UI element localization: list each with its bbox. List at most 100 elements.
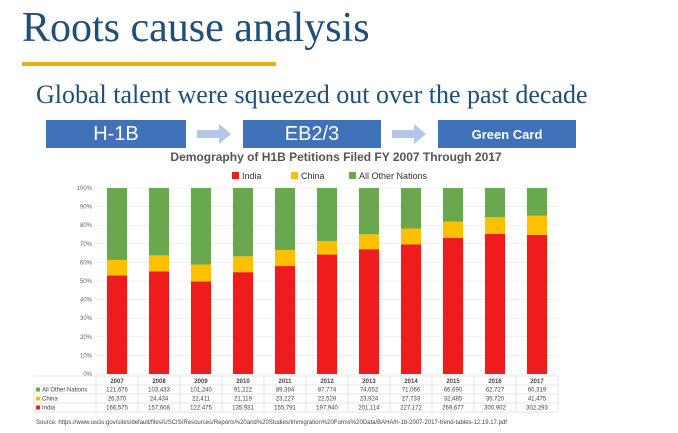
- bar-segment: [232, 188, 254, 257]
- bar-segment: [484, 233, 506, 374]
- bar-segment: [106, 275, 128, 374]
- bar-segment: [106, 188, 128, 260]
- y-tick-label: 0%: [83, 372, 92, 378]
- table-cell-value: 89,394: [276, 388, 295, 394]
- table-cell-value: 302,293: [526, 406, 548, 412]
- table-cell-value: 122,475: [190, 406, 212, 412]
- table-cell-value: 22,411: [192, 397, 211, 403]
- table-legend-swatch: [36, 387, 40, 392]
- table-cell-value: 27,733: [402, 397, 421, 403]
- right-arrow-icon: [197, 124, 231, 144]
- x-category-label: 2015: [446, 379, 460, 385]
- flow-box-h1b: H-1B: [46, 120, 186, 148]
- slide-title: Roots cause analysis: [22, 5, 370, 51]
- table-cell-value: 22,528: [318, 397, 337, 403]
- y-tick-label: 30%: [80, 316, 93, 322]
- bar-segment: [358, 234, 380, 250]
- table-cell-value: 166,575: [106, 406, 128, 412]
- bar-segment: [442, 238, 464, 374]
- table-cell-value: 300,902: [484, 406, 506, 412]
- flow-box-green-card: Green Card: [438, 120, 576, 148]
- bar-segment: [400, 244, 422, 374]
- x-category-label: 2008: [152, 379, 166, 385]
- bar-segment: [274, 266, 296, 374]
- table-cell-value: 269,677: [442, 406, 464, 412]
- bar-segment: [442, 188, 464, 222]
- table-cell-value: 197,940: [316, 406, 338, 412]
- table-legend-swatch: [36, 396, 40, 401]
- bar-segment: [190, 281, 212, 374]
- bar-segment: [358, 188, 380, 235]
- legend-swatch: [291, 172, 298, 179]
- title-underline: [22, 62, 276, 66]
- table-legend-swatch: [36, 405, 40, 410]
- bar-segment: [274, 249, 296, 267]
- bar-segment: [190, 188, 212, 265]
- bar-segment: [148, 255, 170, 272]
- x-category-label: 2013: [362, 379, 376, 385]
- y-tick-label: 80%: [80, 223, 93, 229]
- table-cell-value: 227,172: [400, 406, 422, 412]
- table-cell-value: 60,319: [528, 388, 547, 394]
- legend-label: China: [301, 171, 325, 181]
- table-cell-value: 24,434: [150, 397, 169, 403]
- table-cell-value: 41,475: [528, 397, 547, 403]
- y-tick-label: 70%: [80, 242, 93, 248]
- slide-subtitle: Global talent were squeezed out over the…: [36, 80, 588, 109]
- x-category-label: 2007: [110, 379, 124, 385]
- table-cell-value: 21,119: [234, 397, 253, 403]
- bar-segment: [316, 188, 338, 241]
- x-category-label: 2014: [404, 379, 418, 385]
- y-tick-label: 90%: [80, 205, 93, 211]
- bar-segment: [526, 188, 548, 216]
- bar-segment: [106, 259, 128, 276]
- table-row-label: All Other Nations: [42, 388, 87, 394]
- table-cell-value: 71,066: [402, 388, 421, 394]
- table-cell-value: 135,931: [232, 406, 254, 412]
- x-category-label: 2009: [194, 379, 208, 385]
- flow-box-eb23: EB2/3: [243, 120, 381, 148]
- table-cell-value: 35,720: [486, 397, 505, 403]
- bar-segment: [316, 254, 338, 374]
- bar-segment: [232, 272, 254, 374]
- legend-swatch: [349, 172, 356, 179]
- stacked-bar-chart: India China All Other Nations 0% 10% 20% 30% 40…: [33, 171, 559, 413]
- table-cell-value: 103,433: [148, 388, 170, 394]
- bar-segment: [274, 188, 296, 250]
- bar-segment: [484, 188, 506, 218]
- bar-segment: [148, 188, 170, 256]
- table-cell-value: 101,240: [190, 388, 212, 394]
- table-cell-value: 26,370: [108, 397, 127, 403]
- bar-segment: [400, 228, 422, 245]
- legend-label: All Other Nations: [359, 171, 428, 181]
- table-cell-value: 23,227: [276, 397, 295, 403]
- source-citation: Source: https://www.uscis.gov/sites/defa…: [36, 420, 507, 426]
- table-row-label: China: [42, 397, 58, 403]
- bar-segment: [358, 249, 380, 374]
- table-cell-value: 32,485: [444, 397, 463, 403]
- chart-title: Demography of H1B Petitions Filed FY 200…: [170, 150, 502, 164]
- x-category-label: 2011: [278, 379, 292, 385]
- x-category-label: 2012: [320, 379, 334, 385]
- bar-segment: [148, 271, 170, 374]
- table-cell-value: 157,608: [148, 406, 170, 412]
- table-cell-value: 66,690: [444, 388, 463, 394]
- table-cell-value: 201,114: [358, 406, 380, 412]
- y-tick-label: 60%: [80, 260, 93, 266]
- table-cell-value: 62,727: [486, 388, 505, 394]
- legend-swatch: [232, 172, 239, 179]
- table-cell-value: 23,924: [360, 397, 379, 403]
- bar-segment: [316, 240, 338, 255]
- y-tick-label: 100%: [77, 186, 93, 192]
- table-cell-value: 91,222: [234, 388, 253, 394]
- bar-segment: [526, 234, 548, 374]
- bar-segment: [190, 264, 212, 282]
- y-tick-label: 20%: [80, 335, 93, 341]
- x-category-label: 2017: [530, 379, 544, 385]
- legend-label: India: [242, 171, 262, 181]
- bar-segment: [400, 188, 422, 229]
- table-cell-value: 87,774: [318, 388, 337, 394]
- bar-segment: [526, 215, 548, 235]
- bar-segment: [484, 217, 506, 234]
- y-tick-label: 40%: [80, 298, 93, 304]
